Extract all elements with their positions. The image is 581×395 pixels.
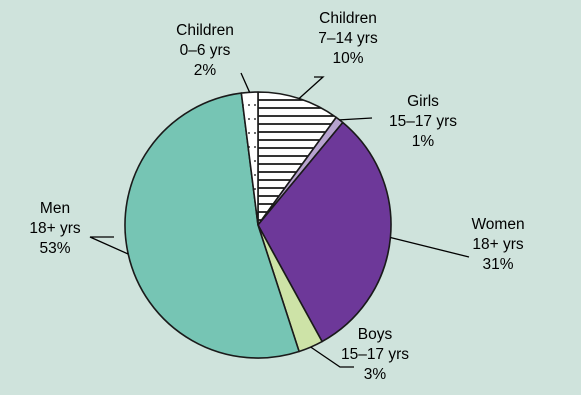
leader-line-girls-15-17-yrs [339,117,373,121]
pie-slices [124,91,392,359]
pie-slice-children-7-14-yrs [257,91,337,226]
leader-lines [89,72,470,368]
leader-line-children-7-14-yrs [298,76,325,99]
leader-line-boys-15-17-yrs [310,346,354,368]
slice-label-children-0-6-yrs: Children 0–6 yrs 2% [176,22,234,79]
slice-label-women-18-yrs: Women 18+ yrs 31% [471,216,524,273]
leader-line-women-18-yrs [390,236,470,258]
leader-line-men-18-yrs [89,236,129,255]
pie-slice-women-18-yrs [257,121,392,343]
slice-label-girls-15-17-yrs: Girls 15–17 yrs 1% [389,93,457,150]
slice-label-children-7-14-yrs: Children 7–14 yrs 10% [318,10,378,67]
slice-label-boys-15-17-yrs: Boys 15–17 yrs 3% [341,326,409,383]
leader-line-children-0-6-yrs [240,72,251,93]
pie-slice-men-18-yrs [124,92,300,359]
slice-label-men-18-yrs: Men 18+ yrs 53% [29,200,81,257]
slice-labels: Children 7–14 yrs 10%Girls 15–17 yrs 1% Women… [29,10,524,383]
